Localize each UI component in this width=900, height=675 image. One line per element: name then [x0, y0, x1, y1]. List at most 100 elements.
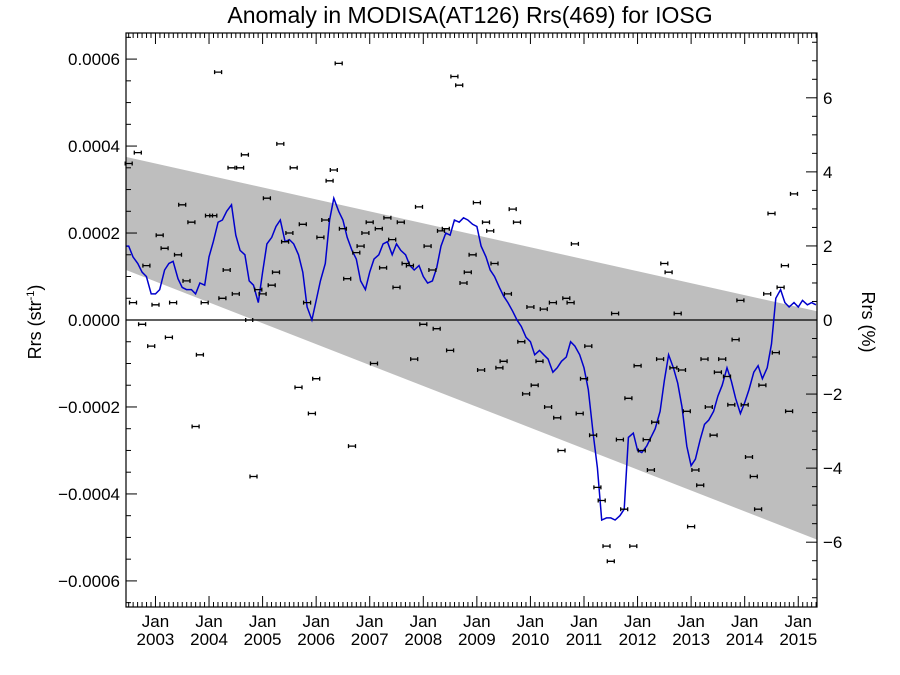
y-tick-label-right: −6: [823, 533, 842, 552]
y-tick-label-right: 2: [823, 237, 832, 256]
x-tick-month-label: Jan: [517, 612, 544, 631]
data-point: [459, 281, 468, 285]
data-point: [749, 474, 758, 479]
y-tick-label-right: −2: [823, 385, 842, 404]
data-point: [285, 231, 294, 235]
data-point: [512, 220, 522, 225]
data-point: [432, 326, 441, 331]
data-point: [347, 444, 357, 449]
data-point: [334, 61, 343, 66]
x-tick-month-label: Jan: [731, 612, 758, 631]
data-point: [780, 263, 790, 268]
data-point: [383, 215, 392, 220]
x-tick-month-label: Jan: [570, 612, 597, 631]
data-point: [405, 263, 415, 268]
data-point: [392, 285, 401, 290]
data-point: [436, 228, 446, 233]
y-tick-label-right: 4: [823, 163, 832, 182]
data-point: [164, 335, 174, 340]
data-point: [227, 165, 236, 170]
data-point: [240, 152, 250, 157]
data-point: [669, 365, 678, 370]
data-point: [508, 207, 517, 212]
y-tick-label-left: −0.0002: [58, 398, 120, 417]
data-point: [302, 300, 312, 305]
data-point: [468, 252, 477, 257]
data-point: [267, 283, 276, 288]
data-point: [160, 246, 169, 251]
data-point: [642, 437, 651, 442]
y-tick-label-right: 6: [823, 89, 832, 108]
data-point: [445, 348, 455, 353]
data-point: [476, 368, 486, 372]
data-point: [258, 291, 267, 296]
y-axis-label-left-sup: -1: [25, 291, 37, 301]
data-point: [316, 235, 325, 240]
data-point: [548, 300, 558, 305]
y-tick-label-left: 0.0000: [68, 311, 120, 330]
data-point: [218, 296, 227, 301]
data-point: [142, 263, 151, 268]
data-point: [553, 415, 562, 420]
data-point: [187, 220, 196, 225]
data-point: [289, 165, 298, 170]
data-point: [147, 344, 156, 349]
data-point: [709, 433, 718, 438]
data-point: [744, 455, 754, 459]
data-point: [566, 300, 575, 305]
data-point: [704, 405, 713, 409]
data-point: [463, 270, 472, 275]
x-tick-year-label: 2011: [566, 630, 603, 649]
data-point: [490, 261, 499, 266]
data-point: [499, 359, 508, 364]
data-point: [696, 483, 705, 488]
data-point: [182, 278, 191, 283]
data-point: [396, 220, 405, 225]
data-point: [535, 359, 544, 364]
data-point: [575, 411, 584, 416]
data-point: [262, 196, 272, 201]
x-tick-month-label: Jan: [356, 612, 383, 631]
x-tick-year-label: 2003: [137, 630, 175, 649]
x-tick-year-label: 2007: [351, 630, 389, 649]
x-tick-year-label: 2005: [244, 630, 282, 649]
data-point: [271, 270, 281, 275]
data-point: [503, 291, 513, 296]
data-point: [651, 420, 660, 425]
data-point: [307, 411, 317, 416]
smoothed-anomaly-line: [126, 195, 817, 522]
data-point: [763, 291, 772, 296]
data-point: [495, 365, 504, 370]
y-tick-label-left: 0.0004: [68, 137, 120, 156]
data-point: [325, 178, 334, 183]
data-point: [557, 448, 566, 453]
data-point: [602, 544, 611, 549]
data-point: [713, 370, 723, 375]
data-point: [428, 268, 437, 272]
x-tick-year-label: 2013: [672, 630, 710, 649]
data-point: [401, 261, 410, 266]
data-point: [329, 168, 338, 172]
data-point: [209, 213, 218, 218]
data-point: [731, 337, 740, 342]
y-axis-label-left: Rrs (str-1): [25, 285, 45, 360]
x-tick-month-label: Jan: [142, 612, 169, 631]
data-point: [771, 350, 780, 355]
data-point: [450, 74, 459, 79]
x-tick-year-label: 2015: [779, 630, 817, 649]
data-point: [740, 402, 749, 407]
data-point: [606, 559, 615, 564]
data-point: [254, 287, 263, 292]
y-axis-label-left-text: Rrs (str: [25, 300, 45, 359]
data-point: [655, 357, 665, 362]
data-point: [530, 383, 539, 388]
data-point: [517, 339, 526, 344]
x-tick-month-label: Jan: [249, 612, 276, 631]
data-point: [686, 524, 696, 529]
data-point: [610, 311, 620, 316]
data-point: [200, 300, 209, 305]
data-point: [191, 424, 200, 429]
data-point: [249, 474, 258, 479]
data-point: [629, 544, 638, 549]
data-point: [128, 300, 138, 305]
